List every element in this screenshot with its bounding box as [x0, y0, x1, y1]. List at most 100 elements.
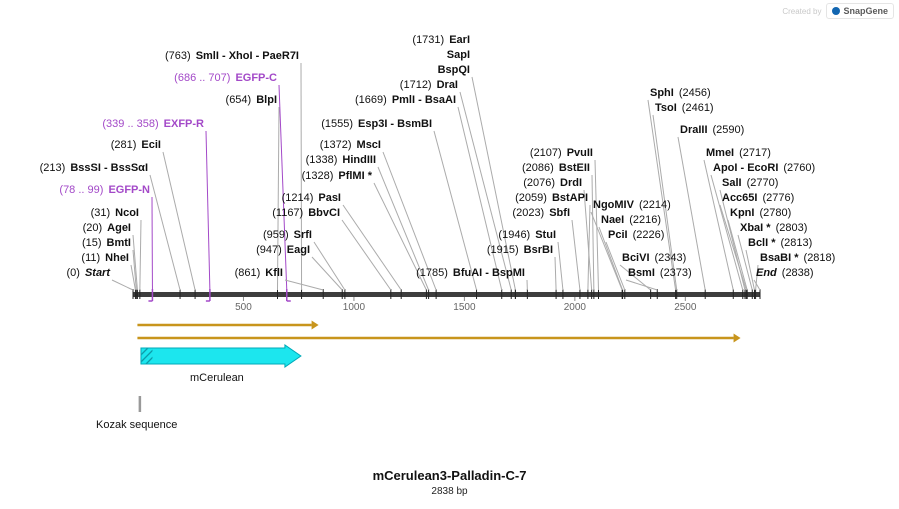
- site-position: (1555): [321, 118, 354, 130]
- ruler-label-1000: 1000: [342, 302, 366, 313]
- site-label-smli-xhoi-paer7i: (763) SmlI - XhoI - PaeR7I: [165, 50, 299, 63]
- site-name: Start: [84, 267, 110, 279]
- site-position: (1915): [486, 244, 519, 256]
- feature-hatch-mcerulean: [141, 348, 153, 364]
- plasmid-title: mCerulean3-Palladin-C-7: [372, 468, 527, 483]
- leader-xbai: [737, 234, 753, 291]
- site-label-start: (0) Start: [66, 267, 110, 280]
- site-name: SalI: [722, 177, 742, 189]
- site-position: (947): [256, 244, 282, 256]
- site-name: TsoI: [655, 102, 677, 114]
- site-label-eagi: (947) EagI: [256, 244, 310, 257]
- site-label-msci: (1372) MscI: [320, 139, 381, 152]
- leader-apoi-ecori: [710, 174, 744, 291]
- leader-pvuii: [594, 159, 599, 291]
- site-position: (2107): [529, 147, 562, 159]
- leader-lines-layer: [111, 62, 761, 302]
- site-position: (2813): [780, 237, 813, 249]
- site-position: (1712): [399, 79, 432, 91]
- site-label-pmli-bsaai: (1669) PmlI - BsaAI: [355, 94, 456, 107]
- site-label-bstapi: (2059) BstAPI: [515, 192, 588, 205]
- leader-drai: [459, 91, 512, 291]
- leader-drdi: [583, 189, 593, 291]
- leader-bsabi: [755, 264, 759, 291]
- site-name: PvuII: [566, 147, 593, 159]
- site-name: EGFP-C: [235, 72, 277, 84]
- site-name: EagI: [286, 244, 310, 256]
- site-label-pvuii: (2107) PvuII: [530, 147, 593, 160]
- leader-bbvci: [341, 219, 392, 291]
- leader-bsmi: [625, 279, 658, 291]
- leader-agei: [132, 234, 138, 291]
- site-label-sphi: SphI (2456): [650, 87, 711, 100]
- features-layer: [133, 292, 760, 412]
- site-position: (1946): [498, 229, 531, 241]
- leader-smli-xhoi-paer7i: [300, 62, 303, 291]
- site-position: (2216): [629, 214, 662, 226]
- site-label-ngomiv: NgoMIV (2214): [593, 199, 671, 212]
- site-label-ecii: (281) EciI: [111, 139, 161, 152]
- leader-bsssi: [149, 174, 181, 291]
- leader-msci: [382, 151, 437, 291]
- site-name: KpnI: [730, 207, 755, 219]
- site-label-bspqi: BspQI: [438, 64, 470, 77]
- site-position: (1338): [305, 154, 338, 166]
- site-position: (1167): [272, 207, 304, 219]
- site-label-exfp-r: (339 .. 358) EXFP-R: [102, 118, 204, 131]
- leader-blpi: [276, 106, 280, 291]
- site-position: (654): [225, 94, 252, 106]
- leader-kpni: [727, 219, 748, 291]
- site-label-eari: (1731) EarI: [412, 34, 470, 47]
- site-position: (959): [262, 229, 289, 241]
- leader-draiii: [677, 136, 706, 291]
- site-label-agei: (20) AgeI: [83, 222, 131, 235]
- site-position: (2803): [775, 222, 808, 234]
- feature-mark-kozak: [138, 396, 142, 412]
- leader-sbfi: [571, 219, 581, 291]
- site-label-sbfi: (2023) SbfI: [512, 207, 570, 220]
- ruler-label-2500: 2500: [674, 302, 697, 313]
- site-position: (11): [81, 252, 101, 264]
- feature-arrow-mcerulean: [140, 344, 302, 368]
- leader-bsteii: [591, 174, 595, 291]
- site-label-bfuai-bspmi: (1785) BfuAI - BspMI: [416, 267, 525, 280]
- site-name: SmlI - XhoI - PaeR7I: [195, 50, 299, 62]
- site-name: AgeI: [107, 222, 131, 234]
- site-name: SrfI: [293, 229, 312, 241]
- ruler-label-500: 500: [235, 302, 252, 313]
- feature-label-mcerulean: mCerulean: [190, 372, 244, 384]
- site-name: PasI: [318, 192, 341, 204]
- site-name: SphI: [650, 87, 674, 99]
- site-position: (281): [110, 139, 137, 151]
- leader-bstapi: [587, 204, 591, 291]
- leader-hindiii: [377, 166, 430, 291]
- site-position: (2343): [654, 252, 687, 264]
- site-label-xbai: XbaI * (2803): [740, 222, 807, 235]
- site-label-hindiii: (1338) HindIII: [306, 154, 376, 167]
- site-name: BclI *: [748, 237, 776, 249]
- leader-mmei: [703, 159, 734, 291]
- ruler-label-1500: 1500: [453, 302, 476, 313]
- snapgene-logo-text: SnapGene: [843, 6, 888, 16]
- site-label-pflmi: (1328) PflMI *: [302, 170, 372, 183]
- site-name: BsaBI *: [760, 252, 799, 264]
- leader-pcii: [605, 241, 626, 291]
- site-name: PmlI - BsaAI: [391, 94, 456, 106]
- site-name: MmeI: [706, 147, 735, 159]
- site-label-pcii: PciI (2226): [608, 229, 664, 242]
- site-name: SbfI: [549, 207, 570, 219]
- site-name: NcoI: [115, 207, 139, 219]
- site-label-bsssi: (213) BssSI - BssSαI: [40, 162, 148, 175]
- site-position: (2456): [678, 87, 711, 99]
- site-position: (861): [234, 267, 261, 279]
- site-position: (2226): [632, 229, 665, 241]
- site-name: KflI: [265, 267, 283, 279]
- site-position: (2818): [803, 252, 836, 264]
- leader-egfp-c: [278, 84, 288, 291]
- site-name: BlpI: [256, 94, 277, 106]
- site-label-blpi: (654) BlpI: [226, 94, 277, 107]
- leader-tsoi: [652, 114, 678, 291]
- site-name: NgoMIV: [593, 199, 634, 211]
- feature-label-kozak: Kozak sequence: [96, 419, 178, 431]
- site-name: BstAPI: [551, 192, 588, 204]
